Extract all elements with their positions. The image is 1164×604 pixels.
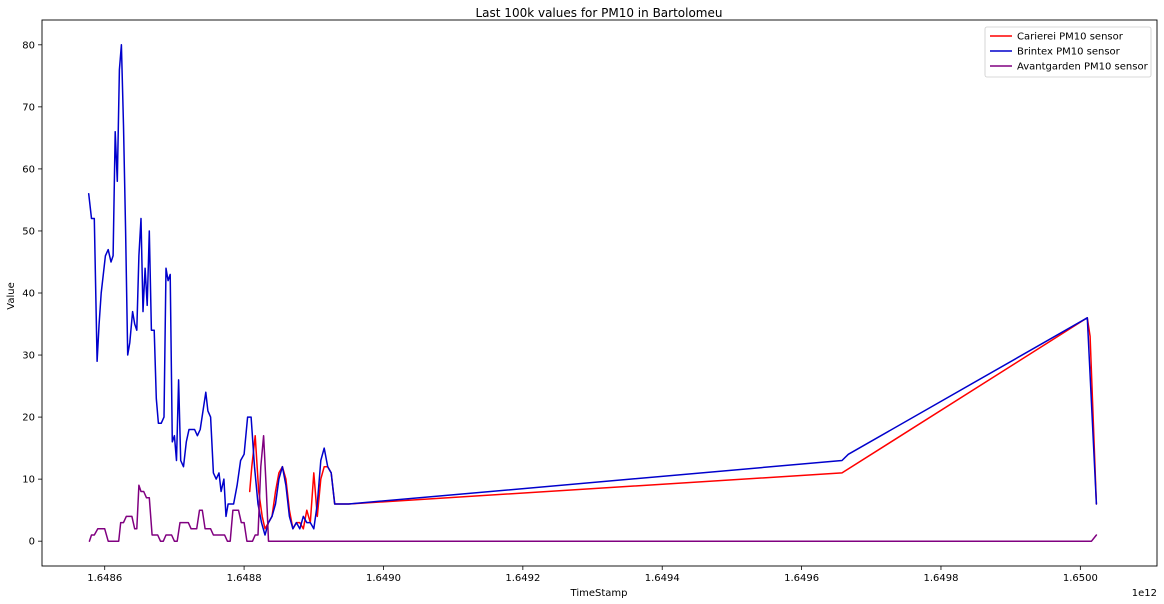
y-tick-label: 10: [22, 475, 35, 486]
x-tick-label: 1.6500: [1063, 573, 1098, 584]
x-tick-label: 1.6496: [784, 573, 819, 584]
y-tick-label: 30: [22, 351, 35, 362]
series-line-3: [88, 434, 1098, 542]
chart-title: Last 100k values for PM10 in Bartolomeu: [476, 6, 723, 20]
y-axis-label: Value: [6, 282, 17, 309]
legend-label-2: Brintex PM10 sensor: [1017, 47, 1121, 58]
x-tick-label: 1.6486: [87, 573, 122, 584]
legend-box: [984, 26, 1152, 78]
series-lines: [87, 44, 1098, 542]
x-tick-label: 1.6498: [923, 573, 958, 584]
legend-label-3: Avantgarden PM10 sensor: [1017, 62, 1149, 73]
x-tick-label: 1.6492: [505, 573, 540, 584]
legend: Carierei PM10 sensor Brintex PM10 sensor A…: [984, 26, 1152, 78]
y-axis-ticks: 0 10 20 30 40 50 60 70 80: [22, 40, 42, 548]
x-axis-offset-text: 1e12: [1132, 588, 1157, 599]
x-tick-label: 1.6494: [645, 573, 680, 584]
y-tick-label: 50: [22, 226, 35, 237]
y-tick-label: 40: [22, 289, 35, 300]
legend-label-1: Carierei PM10 sensor: [1017, 32, 1124, 43]
y-tick-label: 80: [22, 40, 35, 51]
y-tick-label: 60: [22, 164, 35, 175]
x-axis-ticks: 1.6486 1.6488 1.6490 1.6492 1.6494 1.6496 1.64…: [87, 566, 1098, 584]
x-tick-label: 1.6488: [227, 573, 262, 584]
x-axis-label: TimeStamp: [570, 588, 628, 599]
y-tick-label: 70: [22, 102, 35, 113]
series-line-2: [87, 44, 1098, 536]
x-tick-label: 1.6490: [366, 573, 401, 584]
y-tick-label: 20: [22, 413, 35, 424]
y-tick-label: 0: [29, 537, 35, 548]
